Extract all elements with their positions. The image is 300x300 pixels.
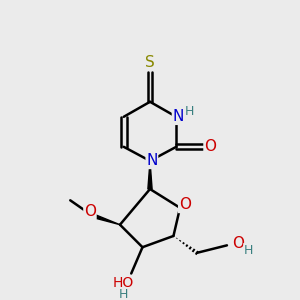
Text: HO: HO — [113, 276, 134, 290]
Text: H: H — [119, 288, 128, 300]
Text: H: H — [244, 244, 253, 256]
Text: N: N — [146, 153, 158, 168]
Text: H: H — [185, 105, 194, 118]
Polygon shape — [148, 161, 152, 189]
Text: O: O — [232, 236, 244, 251]
Text: O: O — [84, 204, 96, 219]
Text: O: O — [179, 197, 191, 212]
Polygon shape — [91, 214, 120, 225]
Text: S: S — [145, 55, 155, 70]
Text: O: O — [204, 139, 216, 154]
Text: N: N — [172, 109, 184, 124]
